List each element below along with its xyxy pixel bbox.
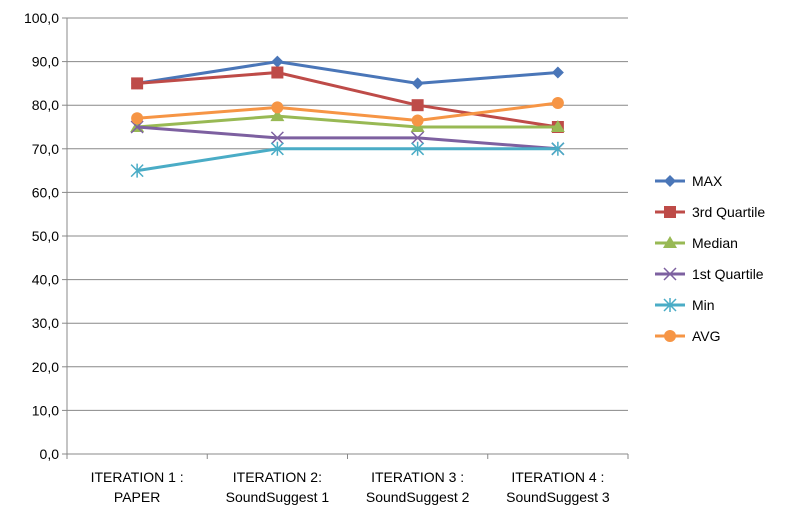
data-point-avg bbox=[411, 114, 424, 127]
legend-label-max: MAX bbox=[692, 173, 723, 189]
data-point-1st-quartile bbox=[130, 120, 144, 134]
y-tick-label: 10,0 bbox=[32, 402, 59, 418]
legend-marker-max bbox=[664, 175, 676, 187]
data-point-median bbox=[550, 120, 565, 132]
data-point-1st-quartile bbox=[270, 131, 284, 145]
x-category-label-line: ITERATION 3 : bbox=[371, 469, 464, 485]
series-lines bbox=[130, 55, 565, 178]
legend-label-median: Median bbox=[692, 235, 738, 251]
data-point-avg bbox=[551, 97, 564, 110]
legend-marker-median bbox=[663, 236, 677, 248]
data-point-min bbox=[551, 141, 565, 156]
x-category-label: ITERATION 2: SoundSuggest 1 bbox=[226, 469, 330, 505]
legend-marker-min bbox=[663, 298, 677, 312]
legend-item-1st-quartile: 1st Quartile bbox=[655, 266, 764, 282]
legend-marker-avg bbox=[664, 330, 676, 342]
series-line-median bbox=[137, 114, 558, 129]
data-point-3rd-quartile bbox=[411, 99, 424, 112]
legend-marker-3rd-quartile bbox=[664, 206, 676, 218]
data-point-avg bbox=[131, 112, 144, 125]
legend-marker-1st-quartile bbox=[663, 267, 677, 281]
legend-label-1st-quartile: 1st Quartile bbox=[692, 266, 764, 282]
data-point-max bbox=[551, 66, 564, 79]
y-tick-label: 0,0 bbox=[40, 446, 60, 462]
legend-item-min: Min bbox=[655, 297, 715, 313]
series-max bbox=[131, 55, 564, 90]
x-category-label-line: ITERATION 1 : bbox=[91, 469, 184, 485]
x-category-label-line: PAPER bbox=[114, 489, 160, 505]
x-category-label-line: SoundSuggest 3 bbox=[506, 489, 610, 505]
y-tick-label: 50,0 bbox=[32, 228, 59, 244]
legend-item-median: Median bbox=[655, 235, 738, 251]
y-axis-ticks: 0,0 10,0 20,0 30,0 40,0 50,0 60,0 70,0 80,0 90,0 1… bbox=[24, 10, 59, 462]
x-category-label-line: ITERATION 4 : bbox=[511, 469, 604, 485]
legend-label-avg: AVG bbox=[692, 328, 721, 344]
data-point-median bbox=[270, 109, 285, 122]
legend: MAX 3rd Quartile Median 1st Quartile Min AVG bbox=[655, 173, 765, 344]
x-category-label: ITERATION 1 : PAPER bbox=[91, 469, 184, 505]
data-point-1st-quartile bbox=[411, 131, 425, 145]
legend-item-3rd-quartile: 3rd Quartile bbox=[655, 204, 765, 220]
data-point-min bbox=[130, 163, 144, 178]
axes bbox=[62, 17, 629, 459]
series-median bbox=[130, 109, 565, 132]
data-point-avg bbox=[271, 101, 284, 114]
data-point-min bbox=[270, 141, 284, 156]
x-category-label-line: ITERATION 2: bbox=[233, 469, 322, 485]
y-tick-label: 20,0 bbox=[32, 359, 59, 375]
legend-label-min: Min bbox=[692, 297, 715, 313]
x-axis-labels: ITERATION 1 : PAPER ITERATION 2: SoundSugge… bbox=[91, 469, 610, 505]
gridlines bbox=[67, 17, 628, 411]
y-tick-label: 70,0 bbox=[32, 141, 59, 157]
legend-item-max: MAX bbox=[655, 173, 723, 189]
x-category-label-line: SoundSuggest 1 bbox=[226, 489, 330, 505]
legend-item-avg: AVG bbox=[655, 328, 721, 344]
y-tick-label: 60,0 bbox=[32, 184, 59, 200]
data-point-max bbox=[411, 77, 424, 90]
data-point-3rd-quartile bbox=[131, 77, 144, 90]
series-line-avg bbox=[137, 101, 559, 122]
y-tick-label: 40,0 bbox=[32, 272, 59, 288]
x-category-label: ITERATION 4 : SoundSuggest 3 bbox=[506, 469, 610, 505]
series-line-max bbox=[136, 60, 558, 85]
x-category-label: ITERATION 3 : SoundSuggest 2 bbox=[366, 469, 470, 505]
series-line-3rd-quartile bbox=[137, 71, 559, 129]
legend-label-3rd-quartile: 3rd Quartile bbox=[692, 204, 765, 220]
data-point-max bbox=[271, 55, 284, 68]
series-line-min bbox=[136, 147, 558, 173]
y-tick-label: 30,0 bbox=[32, 315, 59, 331]
series-avg bbox=[131, 97, 564, 127]
series-min bbox=[130, 141, 565, 178]
data-point-3rd-quartile bbox=[271, 66, 284, 79]
data-point-min bbox=[411, 141, 425, 156]
series-line-1st-quartile bbox=[137, 125, 558, 151]
y-tick-label: 80,0 bbox=[32, 97, 59, 113]
y-tick-label: 90,0 bbox=[32, 54, 59, 70]
y-tick-label: 100,0 bbox=[24, 10, 59, 26]
x-category-label-line: SoundSuggest 2 bbox=[366, 489, 470, 505]
